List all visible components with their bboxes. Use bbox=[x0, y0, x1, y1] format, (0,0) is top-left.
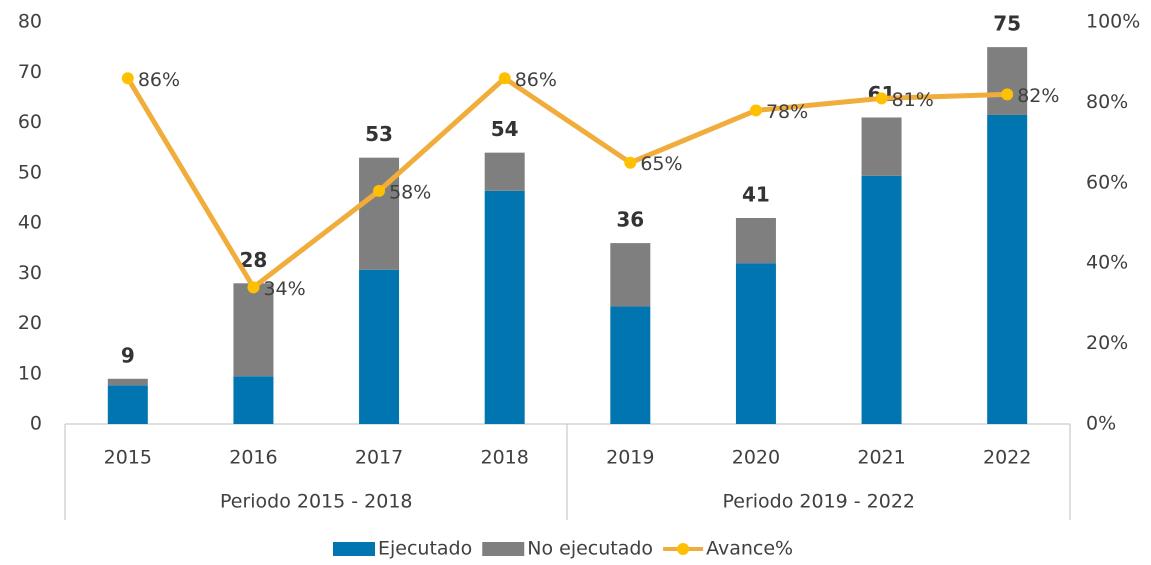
line-marker bbox=[624, 156, 637, 169]
x-tick-label: 2015 bbox=[104, 447, 152, 469]
y-tick-label: 70 bbox=[18, 61, 42, 83]
bar-segment bbox=[107, 385, 148, 424]
legend-swatch bbox=[333, 542, 375, 556]
y2-tick-label: 20% bbox=[1086, 332, 1128, 354]
bar-segment bbox=[359, 269, 400, 424]
legend-swatch bbox=[482, 542, 525, 556]
x-tick-label: 2018 bbox=[481, 447, 529, 469]
bar-segment bbox=[861, 175, 902, 424]
y-tick-label: 20 bbox=[18, 312, 42, 334]
total-label: 75 bbox=[993, 12, 1021, 36]
x-tick-label: 2021 bbox=[857, 447, 905, 469]
y-tick-label: 40 bbox=[18, 212, 42, 234]
bar-segment bbox=[233, 283, 274, 377]
y-tick-label: 0 bbox=[30, 413, 42, 435]
line-series bbox=[125, 75, 1008, 290]
total-label: 9 bbox=[121, 343, 135, 367]
bar-segment bbox=[359, 157, 400, 270]
bar-segment bbox=[735, 217, 776, 264]
y2-tick-label: 0% bbox=[1086, 413, 1116, 435]
total-label: 54 bbox=[491, 117, 519, 141]
legend-swatch bbox=[677, 543, 690, 555]
bar-segment bbox=[484, 190, 525, 424]
line-marker bbox=[373, 184, 386, 197]
line-marker bbox=[875, 92, 888, 105]
value-label: 78% bbox=[766, 101, 808, 123]
y2-tick-label: 60% bbox=[1086, 171, 1128, 193]
line-marker bbox=[247, 281, 260, 294]
total-label: 36 bbox=[616, 208, 644, 232]
line-marker bbox=[498, 72, 511, 85]
x-tick-label: 2019 bbox=[606, 447, 654, 469]
bar-segment bbox=[610, 306, 651, 424]
y-tick-label: 80 bbox=[18, 11, 42, 33]
bar-segment bbox=[987, 114, 1028, 425]
value-label: 81% bbox=[892, 89, 934, 111]
bar-segment bbox=[610, 243, 651, 307]
value-label: 58% bbox=[389, 181, 431, 203]
legend-label: No ejecutado bbox=[527, 538, 653, 560]
bar-segment bbox=[987, 47, 1028, 115]
y-tick-label: 50 bbox=[18, 161, 42, 183]
line-marker bbox=[1001, 88, 1014, 101]
bar-segment bbox=[735, 263, 776, 424]
y-tick-label: 30 bbox=[18, 262, 42, 284]
bar-segment bbox=[484, 152, 525, 191]
x-tick-label: 2022 bbox=[983, 447, 1031, 469]
y2-tick-label: 40% bbox=[1086, 252, 1128, 274]
y-tick-label: 10 bbox=[18, 362, 42, 384]
value-label: 82% bbox=[1017, 85, 1059, 107]
y-tick-label: 60 bbox=[18, 111, 42, 133]
x-tick-label: 2017 bbox=[355, 447, 403, 469]
bar-segment bbox=[107, 378, 148, 386]
legend-label: Ejecutado bbox=[378, 538, 472, 560]
total-label: 53 bbox=[365, 122, 393, 146]
group-label: Periodo 2019 - 2022 bbox=[722, 491, 915, 513]
legend-label: Avance% bbox=[706, 538, 793, 560]
value-label: 86% bbox=[515, 69, 557, 91]
group-label: Periodo 2015 - 2018 bbox=[220, 491, 413, 513]
value-label: 34% bbox=[263, 278, 305, 300]
line-marker bbox=[749, 104, 762, 117]
bar-segment bbox=[233, 376, 274, 424]
line-marker bbox=[121, 72, 134, 85]
bar-segment bbox=[861, 117, 902, 176]
value-label: 86% bbox=[138, 69, 180, 91]
x-tick-label: 2020 bbox=[732, 447, 780, 469]
x-tick-label: 2016 bbox=[229, 447, 277, 469]
y2-tick-label: 100% bbox=[1086, 11, 1140, 33]
total-label: 41 bbox=[742, 182, 770, 206]
y2-tick-label: 80% bbox=[1086, 91, 1128, 113]
value-label: 65% bbox=[640, 153, 682, 175]
